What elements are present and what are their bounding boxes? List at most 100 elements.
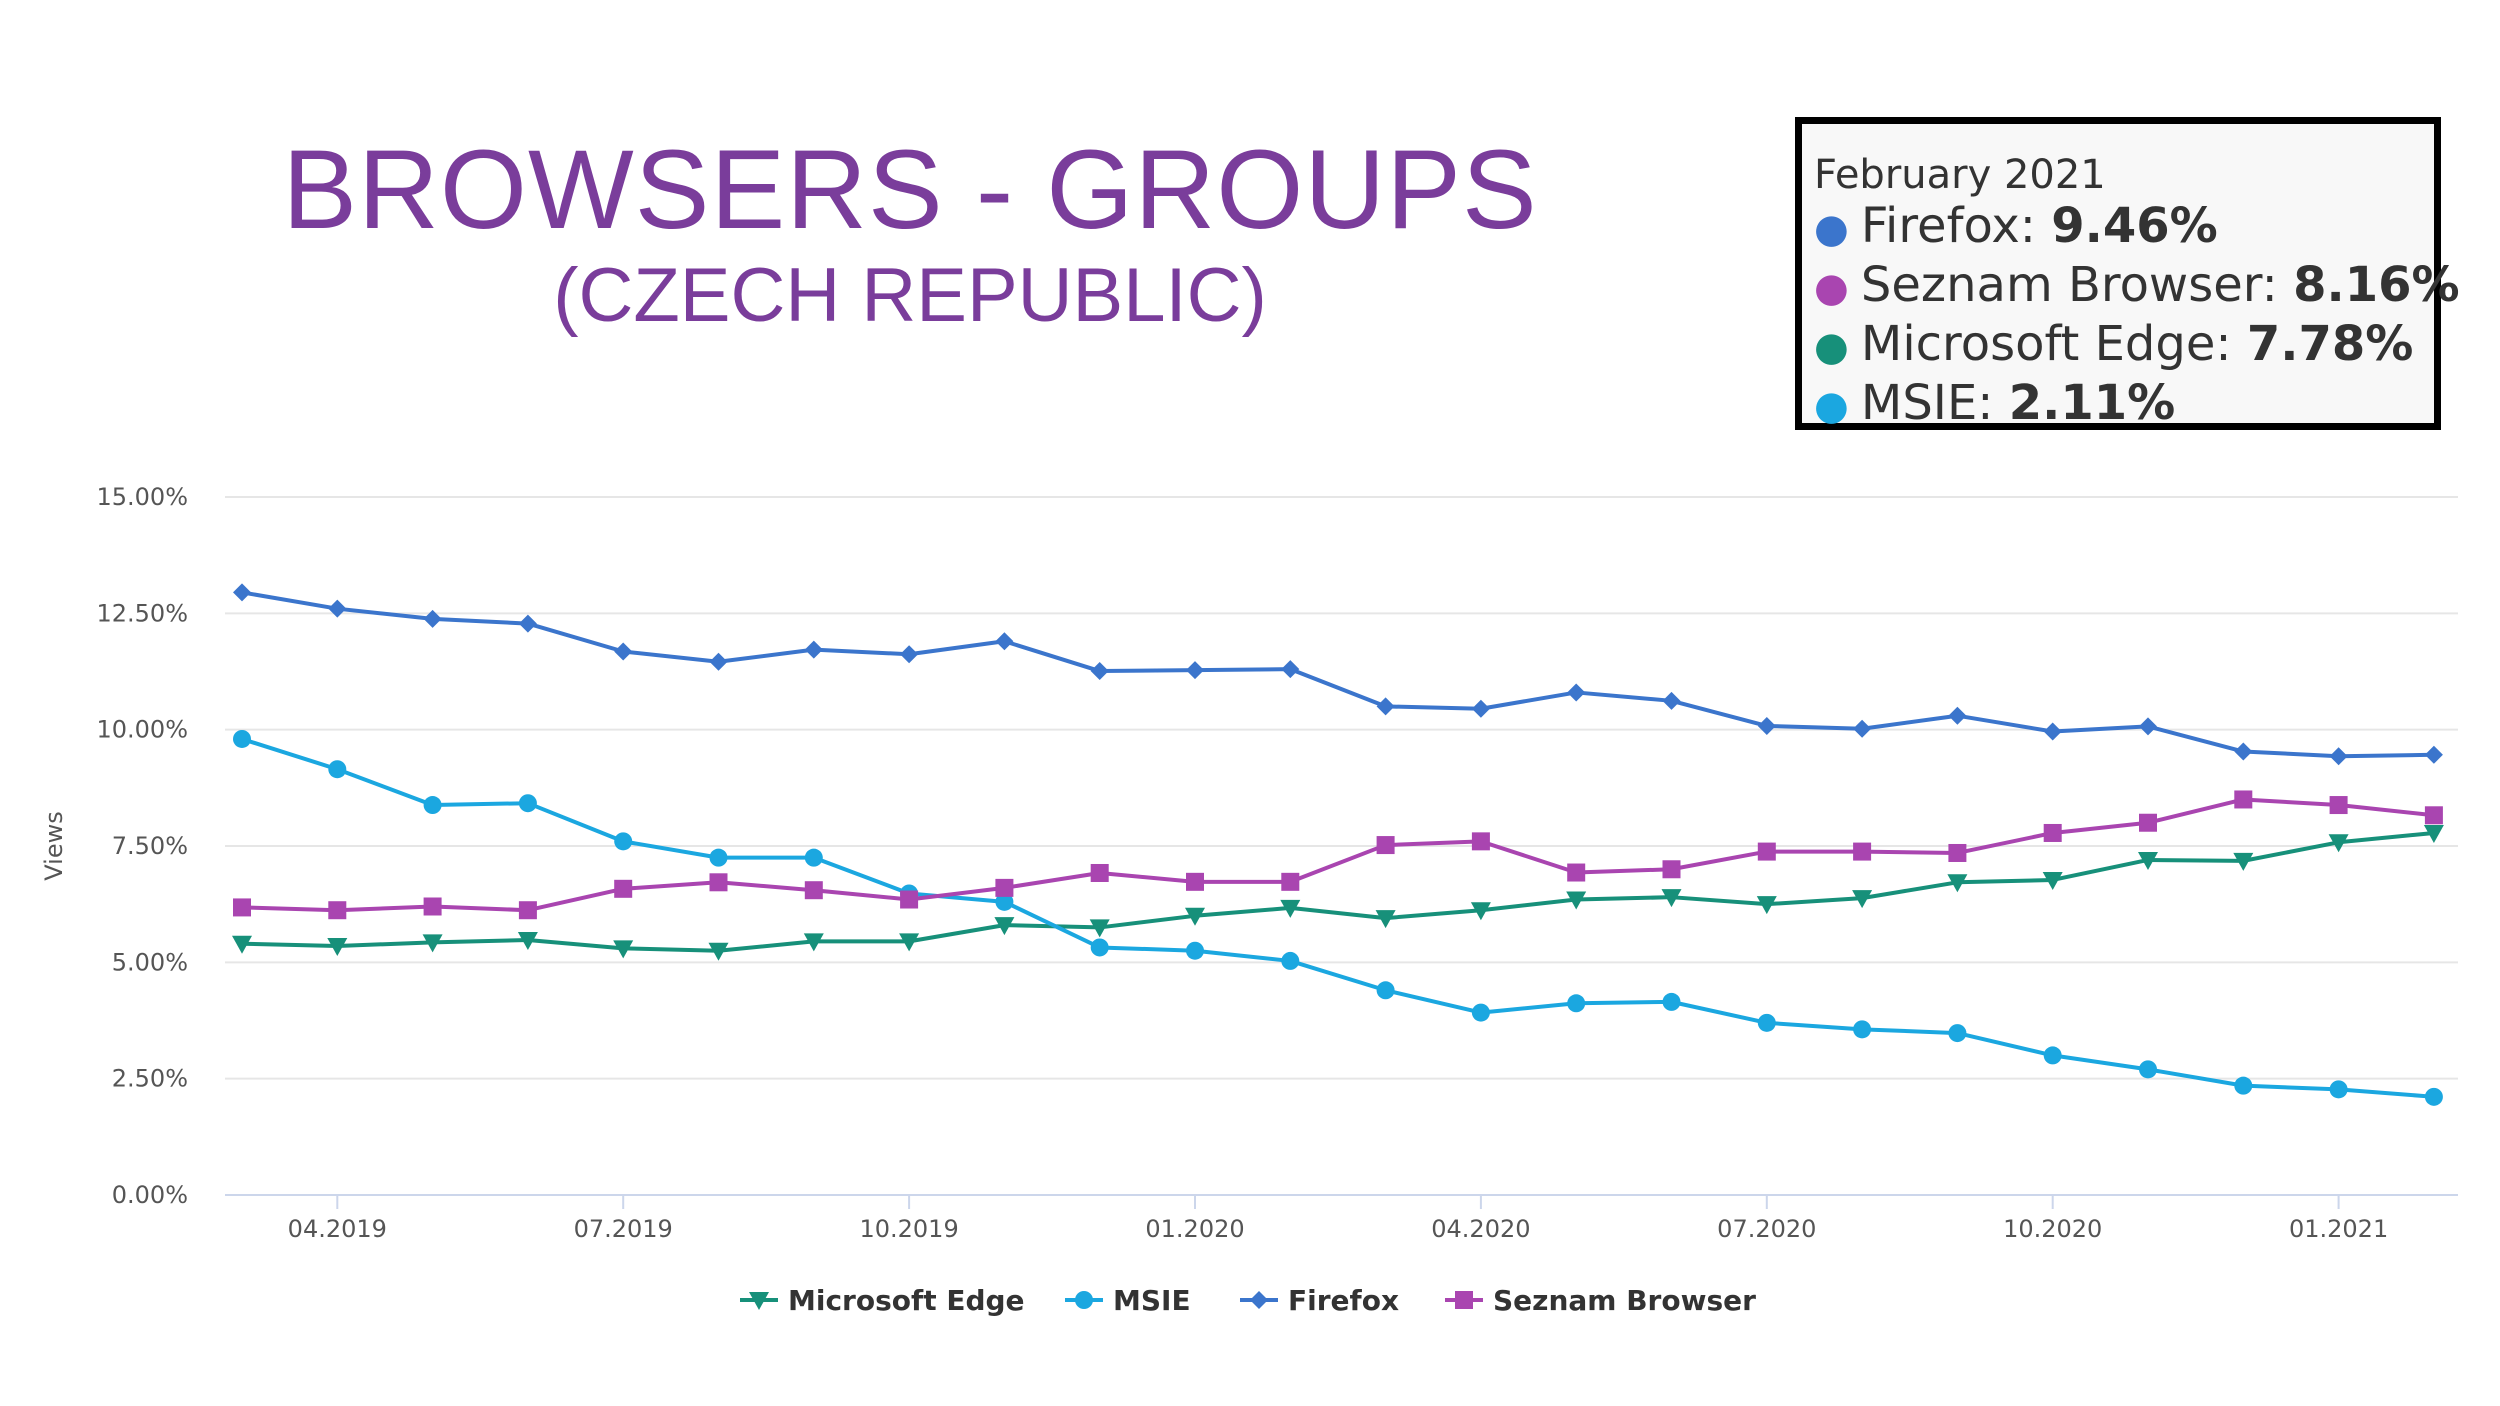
x-tick-label: 01.2020 [1145, 1215, 1244, 1243]
tooltip-header: February 2021 [1814, 152, 2106, 198]
data-point-firefox [614, 642, 633, 661]
data-point-firefox [1376, 697, 1395, 716]
tooltip-row-firefox: ● Firefox: 9.46% [1814, 198, 2218, 254]
data-point-seznam-browser [1471, 832, 1490, 851]
data-point-seznam-browser [614, 879, 633, 898]
data-point-microsoft-edge [1089, 919, 1110, 938]
data-point-seznam-browser [233, 898, 251, 917]
series-seznam-browser [233, 790, 2443, 920]
data-point-msie [328, 760, 347, 779]
data-point-msie [2329, 1080, 2348, 1099]
data-point-msie [233, 729, 251, 748]
series-firefox [233, 583, 2443, 766]
tooltip-series-name: MSIE [1860, 375, 1978, 431]
tooltip-series-value: 8.16% [2293, 257, 2460, 313]
data-point-microsoft-edge [994, 917, 1015, 936]
data-point-microsoft-edge [327, 938, 348, 957]
tooltip-row-seznam: ● Seznam Browser: 8.16% [1814, 257, 2460, 313]
legend-label: MSIE [1113, 1284, 1191, 1317]
seznam-dot-icon: ● [1814, 265, 1849, 311]
y-tick-label: 10.00% [96, 716, 188, 744]
data-point-msie [518, 794, 537, 813]
data-point-microsoft-edge [232, 935, 252, 954]
data-point-firefox [995, 632, 1014, 651]
data-point-firefox [518, 614, 537, 633]
data-point-firefox [1948, 706, 1967, 725]
data-point-seznam-browser [518, 901, 537, 920]
data-point-seznam-browser [1281, 872, 1300, 891]
data-point-microsoft-edge [2328, 834, 2349, 853]
series-line-msie [241, 737, 2435, 1099]
tooltip-series-name: Microsoft Edge [1860, 316, 2216, 372]
data-point-firefox [2234, 742, 2253, 761]
legend-marker-icon [1455, 1291, 1473, 1309]
chart-title: BROWSERS - GROUPS [282, 127, 1538, 252]
legend-marker-icon [1075, 1291, 1093, 1309]
data-point-microsoft-edge [517, 931, 538, 950]
data-point-microsoft-edge [803, 933, 824, 952]
data-point-microsoft-edge [2233, 852, 2254, 871]
data-point-seznam-browser [995, 878, 1014, 897]
data-point-firefox [2139, 717, 2157, 736]
x-tick-label: 04.2020 [1431, 1215, 1530, 1243]
data-point-seznam-browser [1853, 842, 1872, 861]
data-point-msie [1186, 941, 1204, 960]
x-tick-label: 01.2021 [2289, 1215, 2388, 1243]
series-line-firefox [241, 590, 2434, 759]
y-tick-label: 7.50% [112, 832, 188, 860]
data-point-msie [2139, 1060, 2157, 1079]
data-point-msie [995, 892, 1014, 911]
data-point-firefox [1186, 661, 1204, 680]
legend-marker-icon [749, 1292, 769, 1310]
edge-dot-icon: ● [1814, 324, 1849, 370]
legend-item-microsoft-edge: Microsoft Edge [740, 1284, 1025, 1317]
data-point-microsoft-edge [1756, 896, 1777, 915]
y-tick-label: 0.00% [112, 1181, 188, 1209]
tooltip-series-value: 9.46% [2051, 198, 2218, 254]
data-point-firefox [423, 609, 442, 628]
tooltip-series-name: Firefox [1860, 198, 2020, 254]
data-point-firefox [1090, 662, 1109, 681]
data-point-firefox [804, 640, 823, 659]
data-point-seznam-browser [2329, 796, 2348, 815]
data-point-seznam-browser [1090, 863, 1109, 882]
tooltip-series-value: 7.78% [2246, 316, 2414, 372]
data-point-seznam-browser [1376, 836, 1395, 855]
data-point-microsoft-edge [1852, 890, 1873, 909]
data-point-msie [709, 848, 728, 867]
y-tick-label: 15.00% [96, 483, 188, 511]
x-tick-label: 10.2019 [859, 1215, 958, 1243]
series-line-seznam-browser [241, 797, 2435, 913]
data-point-msie [1376, 981, 1395, 1000]
data-point-microsoft-edge [1947, 874, 1968, 893]
data-point-microsoft-edge [708, 942, 729, 961]
data-point-seznam-browser [2424, 806, 2443, 825]
data-point-microsoft-edge [2138, 851, 2158, 870]
data-point-microsoft-edge [613, 940, 634, 959]
y-tick-label: 12.50% [96, 599, 188, 627]
data-point-seznam-browser [804, 881, 823, 900]
legend-label: Microsoft Edge [788, 1284, 1025, 1317]
data-point-firefox [1757, 716, 1776, 735]
series-msie [233, 729, 2443, 1106]
data-point-msie [1757, 1013, 1776, 1032]
data-point-microsoft-edge [1566, 891, 1587, 910]
data-point-microsoft-edge [2042, 871, 2063, 890]
x-tick-label: 07.2019 [574, 1215, 673, 1243]
data-point-firefox [233, 583, 251, 602]
data-point-firefox [2043, 722, 2062, 741]
tooltip-series-value: 2.11% [2008, 375, 2176, 431]
data-point-firefox [328, 599, 347, 618]
data-tooltip: February 2021 ● Firefox: 9.46% ● Seznam Br… [1795, 117, 2460, 431]
x-tick-label: 04.2019 [288, 1215, 387, 1243]
y-tick-label: 5.00% [112, 948, 188, 976]
legend-label: Firefox [1288, 1284, 1399, 1317]
legend-label: Seznam Browser [1493, 1284, 1756, 1317]
data-point-msie [1471, 1003, 1490, 1022]
tooltip-row-msie: ● MSIE: 2.11% [1814, 375, 2176, 431]
y-axis-label: Views [40, 811, 68, 880]
data-point-firefox [1567, 683, 1586, 702]
data-point-microsoft-edge [422, 934, 443, 953]
legend-marker-icon [1250, 1291, 1268, 1309]
